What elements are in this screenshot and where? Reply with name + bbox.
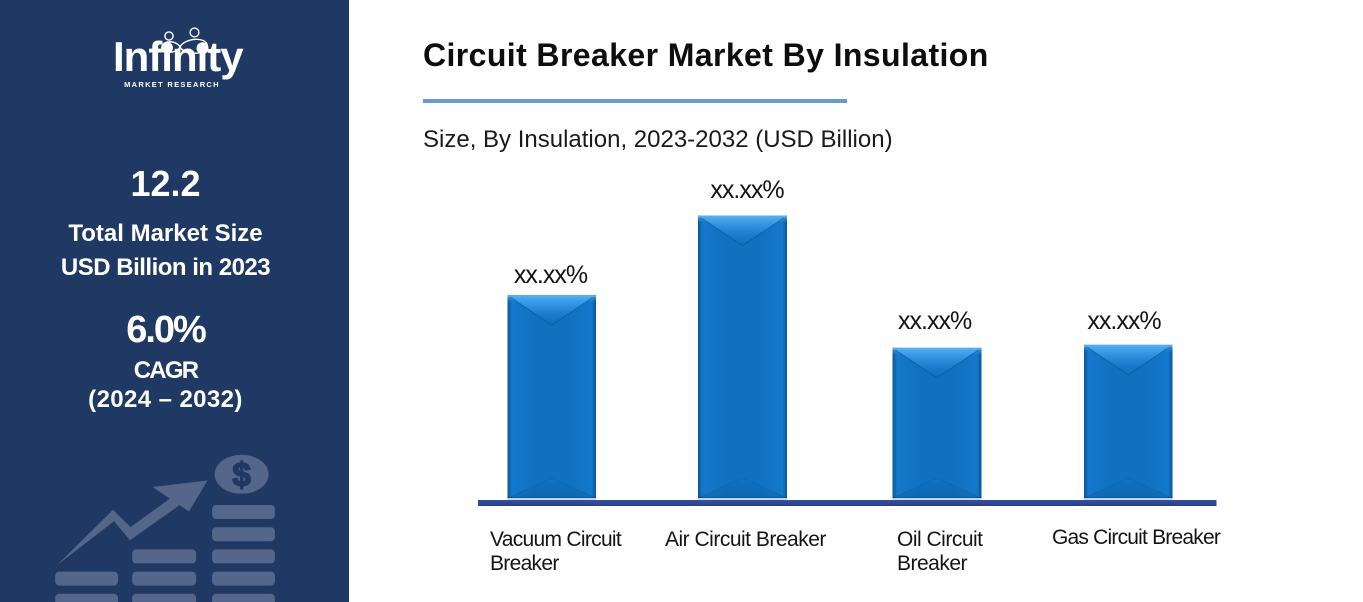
svg-text:$: $ xyxy=(232,456,250,493)
